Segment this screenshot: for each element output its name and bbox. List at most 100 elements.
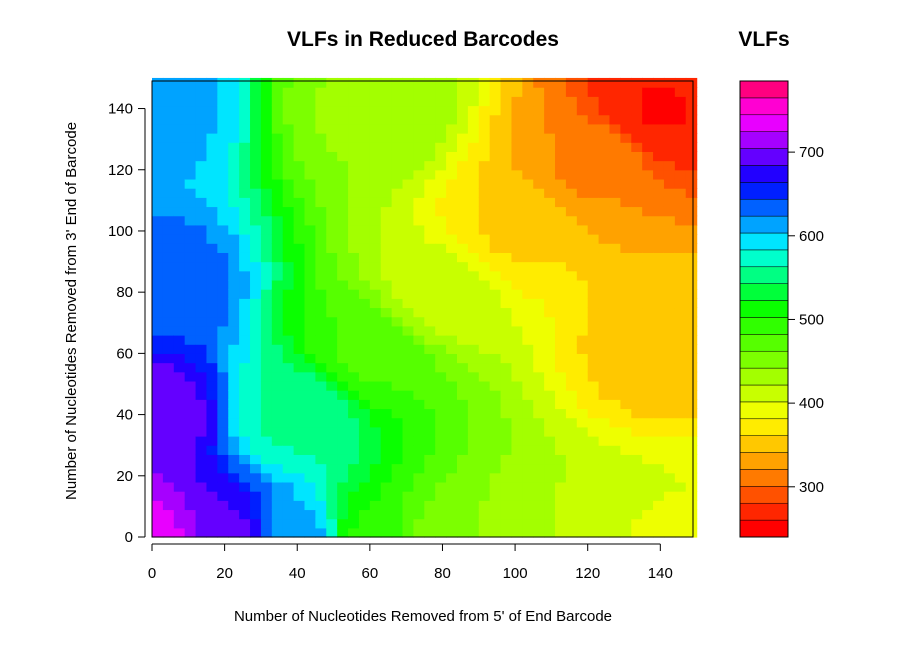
heatmap-cell <box>162 472 175 483</box>
heatmap-cell <box>533 371 545 382</box>
heatmap-cell <box>446 399 458 410</box>
heatmap-cell <box>239 481 251 492</box>
heatmap-cell <box>674 160 687 171</box>
x-tick-label: 0 <box>148 565 156 582</box>
heatmap-cell <box>653 188 665 198</box>
heatmap-cell <box>533 169 545 180</box>
heatmap-cell <box>337 169 349 180</box>
heatmap-cell <box>456 142 469 152</box>
heatmap-cell <box>337 215 349 226</box>
heatmap-cell <box>631 491 643 501</box>
heatmap-cell <box>250 188 262 198</box>
heatmap-cell <box>663 289 676 299</box>
heatmap-cell <box>228 445 240 455</box>
heatmap-cell <box>326 445 338 455</box>
heatmap-cell <box>217 426 229 437</box>
heatmap-cell <box>555 518 567 529</box>
heatmap-cell <box>565 77 578 88</box>
heatmap-cell <box>511 518 523 529</box>
heatmap-cell <box>685 344 698 354</box>
heatmap-cell <box>260 178 273 189</box>
heatmap-cell <box>239 307 251 318</box>
heatmap-cell <box>326 390 338 400</box>
heatmap-cell <box>369 371 382 382</box>
heatmap-cell <box>358 289 371 299</box>
heatmap-cell <box>424 77 436 88</box>
heatmap-cell <box>663 371 676 382</box>
heatmap-cell <box>271 160 284 171</box>
heatmap-cell <box>184 500 197 511</box>
heatmap-cell <box>642 509 654 520</box>
heatmap-cell <box>489 481 502 492</box>
heatmap-cell <box>206 279 218 290</box>
heatmap-cell <box>239 169 251 180</box>
heatmap-cell <box>152 481 164 492</box>
heatmap-cell <box>195 436 208 446</box>
heatmap-cell <box>653 408 665 419</box>
heatmap-cell <box>358 353 371 364</box>
heatmap-cell <box>348 344 360 354</box>
heatmap-cell <box>522 380 534 391</box>
heatmap-cell <box>467 96 480 107</box>
heatmap-cell <box>173 77 186 88</box>
heatmap-cell <box>239 500 251 511</box>
heatmap-cell <box>239 160 251 171</box>
heatmap-cell <box>424 335 436 345</box>
heatmap-cell <box>402 380 415 391</box>
heatmap-cell <box>239 390 251 400</box>
heatmap-cell <box>565 408 578 419</box>
heatmap-cell <box>544 87 556 97</box>
heatmap-cell <box>250 509 262 520</box>
heatmap-cell <box>413 123 425 134</box>
heatmap-cell <box>282 96 295 107</box>
heatmap-cell <box>555 298 567 309</box>
heatmap-cell <box>467 481 480 492</box>
heatmap-cell <box>500 371 513 382</box>
heatmap-cell <box>348 445 360 455</box>
heatmap-cell <box>674 279 687 290</box>
heatmap-cell <box>653 325 665 336</box>
heatmap-cell <box>315 380 327 391</box>
heatmap-cell <box>435 454 447 465</box>
heatmap-cell <box>337 289 349 299</box>
heatmap-cell <box>456 408 469 419</box>
heatmap-cell <box>413 481 425 492</box>
colorbar-tick-label: 600 <box>799 228 824 245</box>
heatmap-cell <box>500 518 513 529</box>
heatmap-cell <box>642 234 654 244</box>
heatmap-cell <box>500 426 513 437</box>
heatmap-cell <box>326 399 338 410</box>
heatmap-cell <box>228 197 240 208</box>
heatmap-cell <box>631 133 643 143</box>
heatmap-cell <box>293 234 306 244</box>
heatmap-cell <box>239 353 251 364</box>
heatmap-cell <box>631 234 643 244</box>
heatmap-cell <box>511 307 523 318</box>
heatmap-cell <box>565 509 578 520</box>
heatmap-cell <box>565 445 578 455</box>
heatmap-cell <box>206 105 218 116</box>
heatmap-cell <box>424 463 436 474</box>
heatmap-cell <box>358 445 371 455</box>
heatmap-cell <box>653 133 665 143</box>
heatmap-cell <box>173 252 186 263</box>
heatmap-cell <box>162 518 175 529</box>
heatmap-cell <box>478 325 491 336</box>
heatmap-cell <box>642 270 654 281</box>
heatmap-cell <box>576 371 589 382</box>
heatmap-cell <box>380 380 393 391</box>
heatmap-cell <box>195 509 208 520</box>
heatmap-cell <box>271 500 284 511</box>
heatmap-cell <box>544 527 556 538</box>
heatmap-cell <box>217 454 229 465</box>
heatmap-cell <box>391 436 404 446</box>
heatmap-cell <box>348 362 360 373</box>
y-tick-label: 0 <box>125 529 133 546</box>
heatmap-cell <box>478 353 491 364</box>
heatmap-cell <box>467 105 480 116</box>
heatmap-cell <box>587 252 600 263</box>
heatmap-cell <box>565 344 578 354</box>
heatmap-cell <box>467 408 480 419</box>
heatmap-cell <box>239 279 251 290</box>
heatmap-cell <box>304 408 316 419</box>
